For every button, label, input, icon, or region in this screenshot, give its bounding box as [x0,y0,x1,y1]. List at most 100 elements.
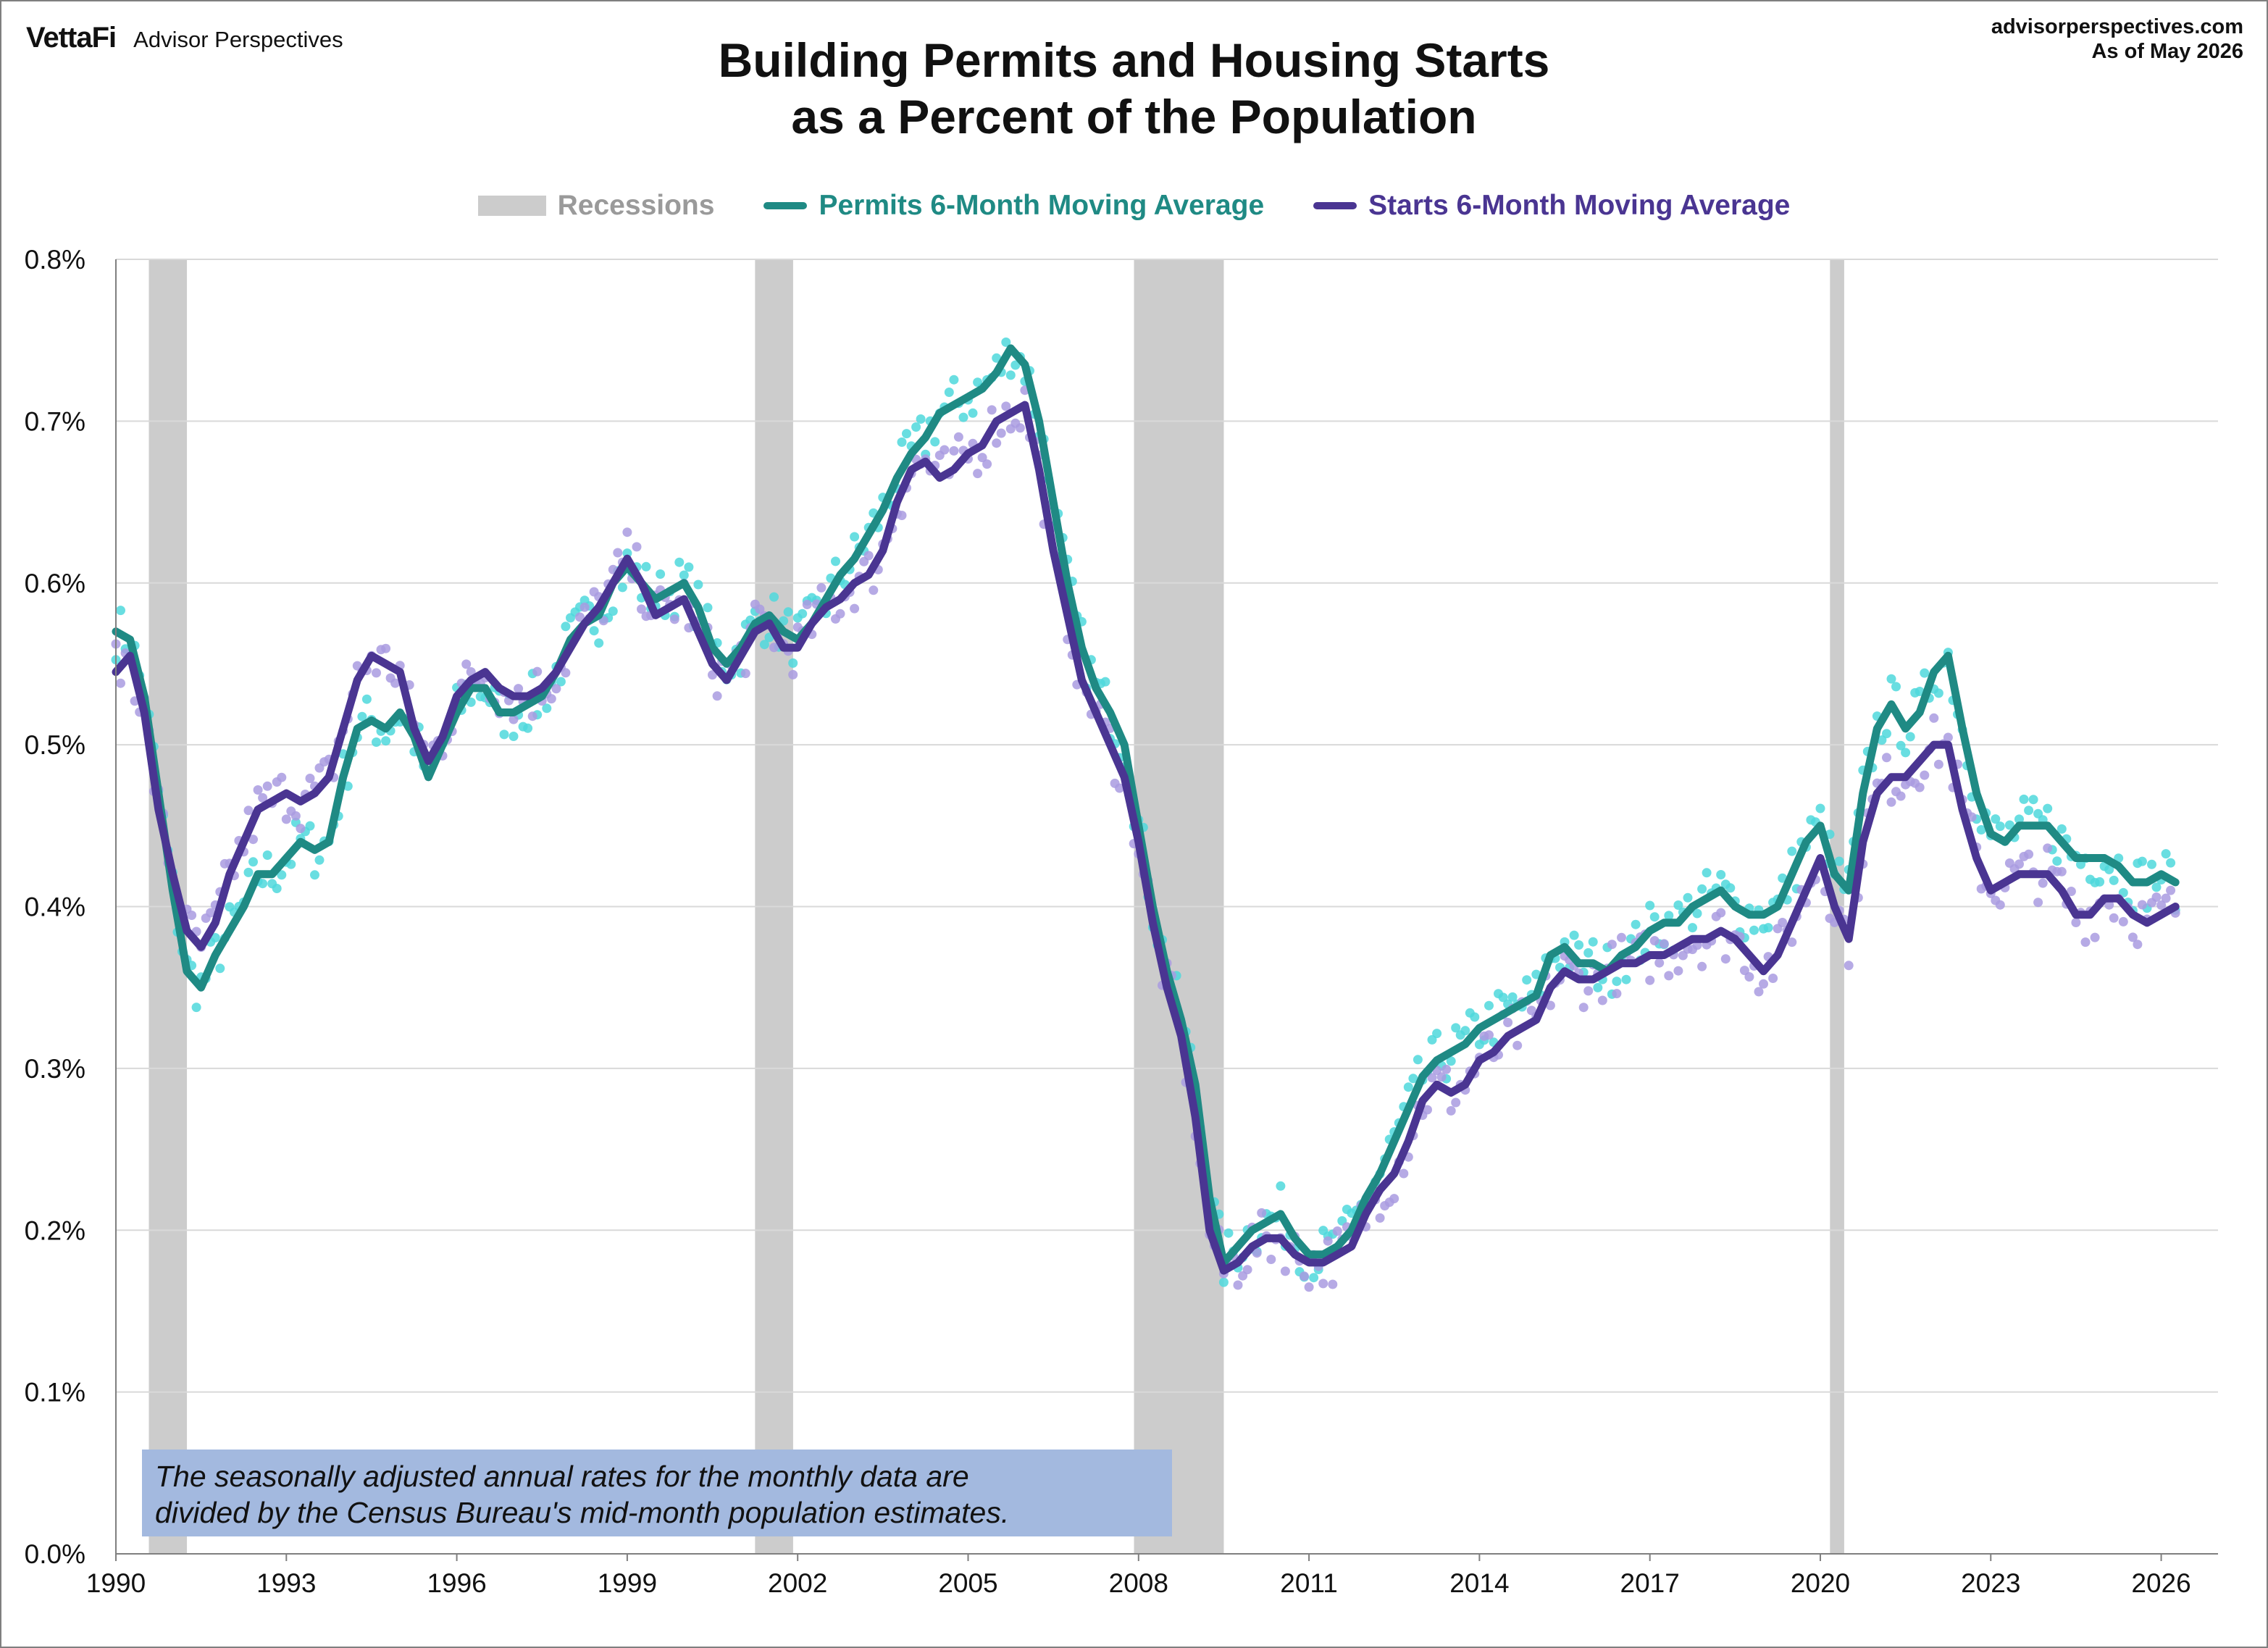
permits-monthly-dot [1100,677,1110,687]
permits-monthly-dot [372,737,381,747]
permits-monthly-dot [759,640,769,650]
legend-swatch-recessions [477,196,546,216]
starts-monthly-dot [755,604,765,614]
starts-monthly-dot [281,814,291,824]
starts-monthly-dot [514,684,524,694]
permits-monthly-dot [1451,1023,1461,1033]
permits-monthly-dot [1787,846,1797,856]
permits-monthly-dot [542,703,552,714]
note-line2: divided by the Census Bureau's mid-month… [155,1496,1010,1529]
permits-monthly-dot [2043,803,2053,813]
permits-monthly-dot [897,437,907,447]
legend-swatch-starts [1313,202,1357,209]
permits-monthly-dot [1223,1228,1234,1238]
starts-monthly-dot [1654,958,1665,968]
x-tick-label: 2008 [1109,1568,1168,1598]
starts-monthly-dot [1678,950,1688,961]
permits-monthly-dot [2028,795,2038,805]
starts-monthly-dot [613,548,623,558]
permits-monthly-dot [2147,859,2156,869]
starts-monthly-dot [575,612,585,622]
starts-monthly-dot [1484,1030,1494,1040]
x-tick-label: 2020 [1791,1568,1850,1598]
permits-monthly-dot [1631,919,1641,929]
permits-monthly-dot [1877,735,1887,745]
permits-monthly-dot [674,557,685,567]
starts-monthly-dot [987,405,997,415]
permits-monthly-dot [2104,864,2114,874]
starts-monthly-dot [1328,1279,1338,1289]
starts-monthly-dot [769,643,779,653]
permits-monthly-dot [703,603,713,613]
legend-item-starts: Starts 6-Month Moving Average [1313,190,1790,222]
starts-monthly-dot [243,806,254,816]
permits-monthly-dot [1649,912,1660,922]
starts-monthly-dot [532,666,543,677]
starts-monthly-dot [992,438,1002,448]
starts-monthly-dot [381,643,391,653]
starts-monthly-dot [1233,1280,1243,1290]
x-tick-label: 2005 [938,1568,997,1598]
permits-monthly-dot [258,879,268,889]
starts-monthly-dot [461,659,472,669]
starts-monthly-dot [2080,937,2091,948]
permits-monthly-dot [911,422,921,432]
legend-label-starts: Starts 6-Month Moving Average [1368,190,1791,221]
starts-monthly-dot [1446,1105,1456,1116]
starts-monthly-dot [253,785,263,795]
permits-monthly-dot [693,580,703,590]
starts-monthly-dot [116,678,125,688]
permits-monthly-dot [272,884,282,893]
starts-monthly-dot [1300,1271,1309,1281]
y-tick-label: 0.7% [25,406,85,436]
permits-monthly-dot [1413,1055,1423,1065]
permits-monthly-dot [1522,975,1532,985]
legend-item-recessions: Recessions [477,190,714,222]
x-tick-label: 2017 [1620,1568,1680,1598]
starts-monthly-dot [1882,753,1891,763]
permits-monthly-dot [1763,923,1773,933]
starts-monthly-dot [2033,898,2043,908]
permits-monthly-dot [1995,821,2005,832]
starts-monthly-dot [835,608,845,619]
starts-monthly-dot [684,623,694,633]
permits-monthly-dot [1408,1074,1418,1084]
starts-monthly-dot [996,428,1006,438]
permits-monthly-dot [210,933,220,942]
starts-monthly-dot [802,600,812,609]
starts-monthly-dot [2038,878,2048,888]
permits-monthly-dot [1403,1082,1413,1092]
permits-monthly-dot [1484,1000,1494,1011]
permits-monthly-dot [1683,892,1693,903]
starts-monthly-dot [632,542,642,552]
starts-monthly-dot [290,811,301,821]
starts-monthly-dot [1607,940,1617,950]
starts-monthly-dot [2104,900,2114,910]
starts-monthly-dot [2133,940,2143,950]
permits-monthly-dot [1309,1273,1319,1283]
as-of-date: As of May 2026 [2091,40,2243,63]
starts-monthly-dot [2151,892,2162,902]
permits-monthly-dot [949,375,959,385]
starts-monthly-dot [248,835,258,845]
starts-monthly-dot [1697,961,1707,971]
permits-monthly-dot [1010,360,1021,370]
brand-header: VettaFi Advisor Perspectives [26,22,343,54]
permits-monthly-dot [1001,337,1011,347]
starts-monthly-dot [863,551,874,561]
permits-monthly-dot [1702,868,1712,878]
starts-monthly-dot [2014,859,2024,869]
starts-monthly-dot [1768,974,1778,983]
starts-monthly-dot [546,694,556,704]
starts-monthly-dot [1583,986,1594,996]
permits-monthly-dot [1005,370,1016,380]
permits-monthly-dot [1692,908,1702,919]
starts-monthly-dot [258,792,268,803]
permits-monthly-dot [656,569,666,579]
permits-monthly-dot [556,677,566,687]
starts-monthly-dot [1597,995,1607,1005]
starts-monthly-dot [1015,423,1025,433]
chart-title-line2: as a Percent of the Population [791,90,1477,143]
y-tick-label: 0.6% [25,569,85,598]
permits-monthly-dot [1460,1026,1470,1036]
